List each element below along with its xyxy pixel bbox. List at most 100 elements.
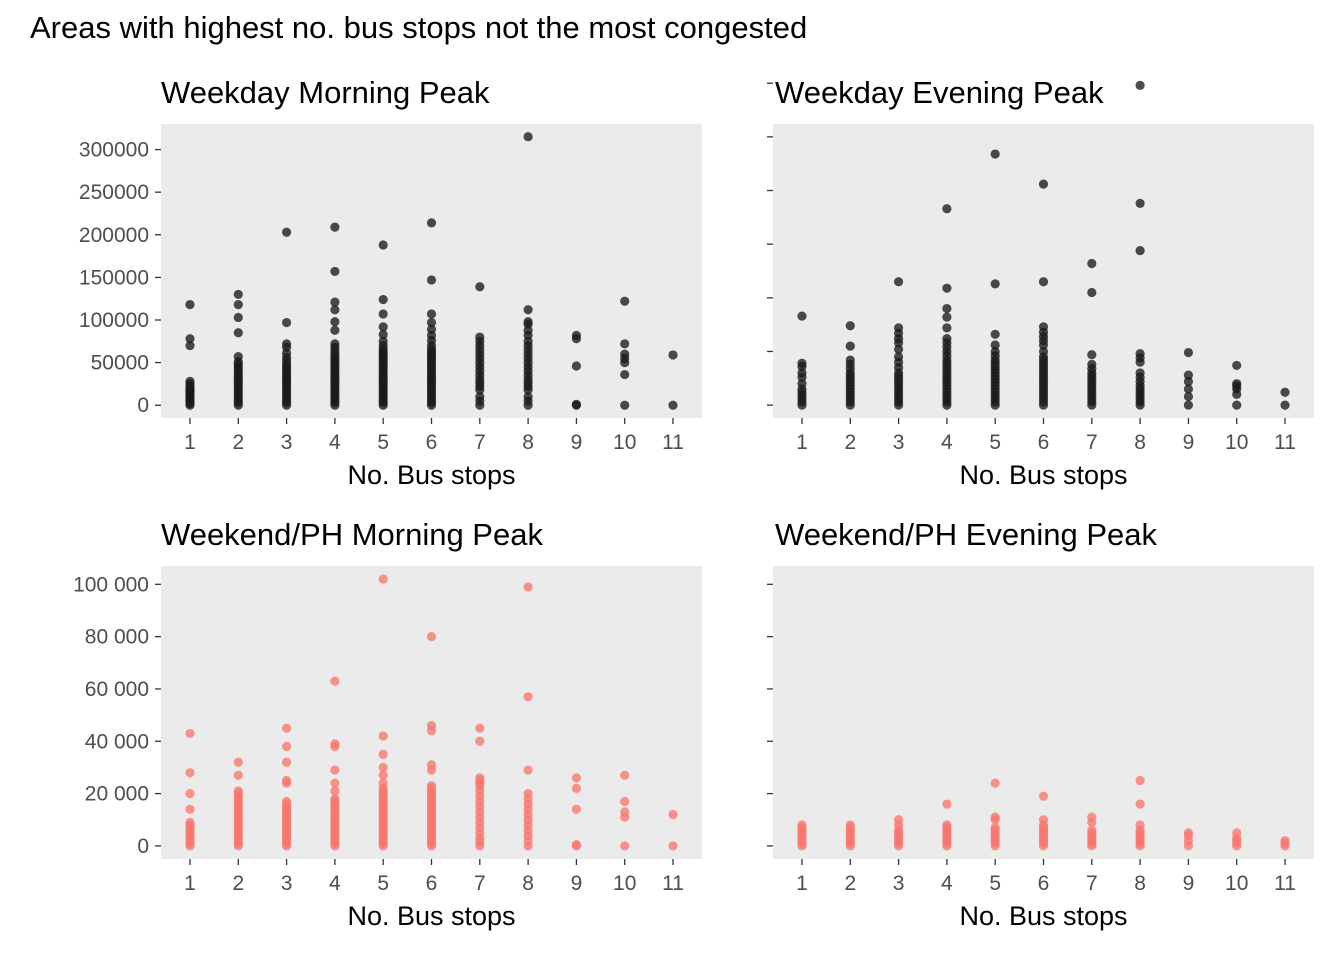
data-point bbox=[1232, 828, 1242, 838]
data-point bbox=[620, 796, 630, 807]
data-point bbox=[668, 841, 678, 851]
data-point bbox=[990, 778, 1000, 788]
x-tick-label: 5 bbox=[989, 872, 1001, 895]
data-point bbox=[185, 817, 195, 827]
x-tick-label: 6 bbox=[1038, 872, 1050, 895]
data-point bbox=[571, 773, 582, 783]
data-point bbox=[330, 266, 340, 277]
y-tick-label: 60 000 bbox=[85, 678, 149, 701]
panel-title: Weekday Morning Peak bbox=[161, 75, 490, 110]
data-point bbox=[571, 840, 582, 850]
x-tick-label: 5 bbox=[989, 431, 1001, 454]
y-tick-label: 100 000 bbox=[73, 573, 149, 596]
panel-title: Weekday Evening Peak bbox=[775, 75, 1104, 110]
data-point bbox=[571, 330, 582, 340]
data-point bbox=[426, 275, 437, 285]
x-tick-label: 4 bbox=[329, 431, 341, 454]
data-point bbox=[571, 361, 582, 371]
x-tick-label: 2 bbox=[232, 872, 244, 895]
data-point bbox=[1183, 376, 1194, 387]
data-point bbox=[620, 400, 630, 410]
data-point bbox=[942, 204, 952, 214]
data-point bbox=[233, 770, 243, 780]
data-point bbox=[475, 282, 485, 292]
data-point bbox=[1087, 350, 1097, 360]
data-point bbox=[1038, 346, 1049, 357]
data-point bbox=[523, 788, 533, 799]
data-point bbox=[523, 392, 533, 402]
x-tick-label: 8 bbox=[522, 872, 534, 895]
data-point bbox=[893, 277, 904, 287]
data-point bbox=[1038, 815, 1049, 825]
panel-background bbox=[773, 566, 1314, 859]
data-point bbox=[668, 400, 678, 410]
x-tick-label: 11 bbox=[1274, 431, 1296, 454]
data-point bbox=[668, 809, 678, 820]
data-point bbox=[523, 317, 533, 327]
data-point bbox=[1135, 368, 1145, 378]
data-point bbox=[233, 289, 243, 300]
data-point bbox=[185, 334, 195, 344]
panel-title: Weekend/PH Evening Peak bbox=[775, 517, 1157, 552]
data-point bbox=[1135, 246, 1145, 256]
data-point bbox=[281, 757, 292, 767]
x-tick-label: 10 bbox=[613, 872, 636, 895]
data-point bbox=[1135, 799, 1145, 809]
data-point bbox=[1087, 258, 1097, 269]
data-point bbox=[797, 820, 807, 830]
x-tick-label: 3 bbox=[281, 872, 293, 895]
data-point bbox=[426, 632, 437, 642]
data-point bbox=[233, 300, 243, 310]
data-point bbox=[845, 321, 855, 331]
data-point bbox=[942, 283, 952, 293]
data-point bbox=[330, 676, 340, 686]
data-point bbox=[426, 309, 437, 319]
data-point bbox=[185, 728, 195, 739]
data-point bbox=[620, 369, 630, 380]
data-point bbox=[475, 736, 485, 746]
data-point bbox=[281, 339, 292, 349]
data-point bbox=[233, 786, 243, 796]
data-point bbox=[797, 358, 807, 368]
data-point bbox=[233, 328, 243, 338]
y-tick-label: 200000 bbox=[79, 224, 149, 247]
data-point bbox=[990, 812, 1000, 822]
y-tick-label: 20 000 bbox=[85, 783, 149, 806]
data-point bbox=[378, 240, 388, 250]
data-point bbox=[1087, 812, 1097, 822]
data-point bbox=[330, 325, 340, 335]
data-point bbox=[233, 352, 243, 362]
data-point bbox=[620, 339, 630, 349]
x-tick-label: 7 bbox=[1086, 872, 1098, 895]
data-point bbox=[185, 340, 195, 351]
data-point bbox=[797, 311, 807, 321]
data-point bbox=[523, 132, 533, 142]
data-point bbox=[330, 778, 340, 788]
data-point bbox=[620, 807, 630, 817]
x-axis-label: No. Bus stops bbox=[347, 901, 515, 931]
data-point bbox=[281, 796, 292, 807]
data-point bbox=[378, 770, 388, 780]
x-axis-label: No. Bus stops bbox=[347, 460, 515, 490]
y-tick-label: 100000 bbox=[79, 309, 149, 332]
data-point bbox=[797, 368, 807, 378]
data-point bbox=[330, 786, 340, 796]
data-point bbox=[893, 323, 904, 333]
x-tick-label: 10 bbox=[1225, 872, 1248, 895]
data-point bbox=[1280, 836, 1290, 846]
data-point bbox=[990, 340, 1000, 350]
data-point bbox=[1038, 791, 1049, 801]
data-point bbox=[1280, 400, 1290, 410]
data-point bbox=[281, 227, 292, 237]
x-tick-label: 4 bbox=[941, 431, 953, 454]
x-tick-label: 3 bbox=[893, 872, 905, 895]
data-point bbox=[281, 741, 292, 752]
data-point bbox=[1280, 387, 1290, 397]
data-point bbox=[185, 804, 195, 814]
x-tick-label: 4 bbox=[941, 872, 953, 895]
data-point bbox=[185, 768, 195, 778]
data-point bbox=[620, 841, 630, 851]
data-point bbox=[1183, 828, 1194, 838]
x-tick-label: 2 bbox=[232, 431, 244, 454]
data-point bbox=[378, 329, 388, 340]
